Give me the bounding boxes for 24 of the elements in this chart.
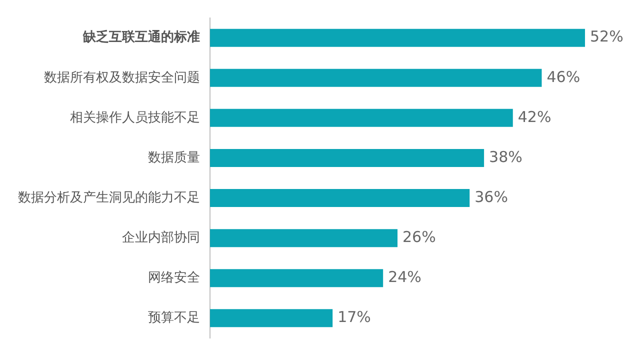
y-tick-label: 缺乏互联互通的标准: [82, 29, 200, 46]
data-label: 38%: [489, 148, 522, 166]
data-label: 17%: [338, 308, 371, 326]
bar: [210, 68, 542, 87]
data-label: 52%: [590, 28, 624, 46]
bar: [210, 148, 484, 167]
y-tick-label: 数据分析及产生洞见的能力不足: [18, 190, 200, 206]
y-tick-label: 网络安全: [148, 270, 200, 286]
y-tick-label: 预算不足: [148, 310, 200, 326]
bar: [210, 309, 333, 328]
bar: [210, 229, 398, 248]
data-label: 26%: [402, 228, 436, 246]
bar: [210, 108, 513, 127]
y-tick-label: 相关操作人员技能不足: [70, 110, 200, 126]
bar: [210, 189, 470, 208]
bar: [210, 28, 585, 47]
y-tick-label: 企业内部协同: [122, 230, 200, 246]
y-tick-label: 数据质量: [148, 150, 200, 166]
bar: [210, 269, 384, 288]
data-label: 46%: [546, 68, 580, 86]
y-tick-label: 数据所有权及数据安全问题: [44, 69, 200, 86]
data-label: 24%: [388, 268, 422, 286]
data-label: 42%: [518, 108, 552, 126]
data-label: 36%: [474, 188, 508, 206]
